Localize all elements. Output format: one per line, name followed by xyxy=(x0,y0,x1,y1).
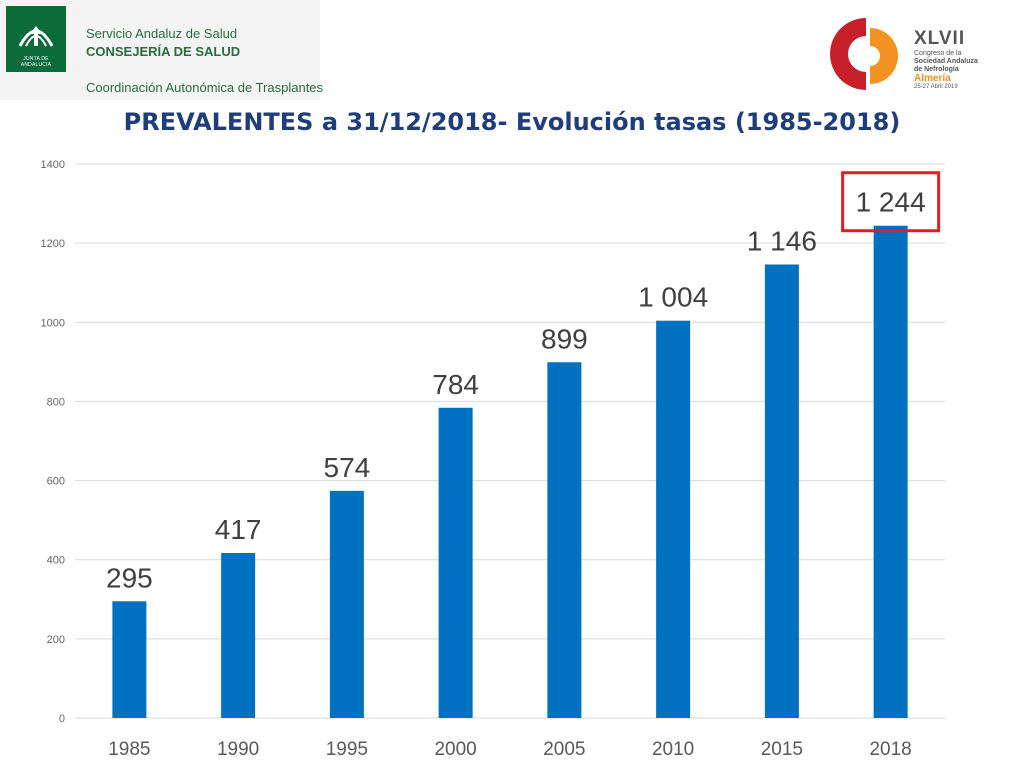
congress-line-3: de Nefrología xyxy=(914,66,959,73)
y-tick-label: 1200 xyxy=(41,238,65,250)
y-tick-label: 0 xyxy=(59,713,65,725)
bar-2005 xyxy=(547,362,582,718)
data-label: 1 004 xyxy=(638,282,708,313)
bar-1995 xyxy=(329,490,364,718)
y-tick-label: 1400 xyxy=(41,159,65,171)
y-tick-label: 600 xyxy=(47,476,65,488)
bar-chart: 0 200 400 600 800 1000 1200 1400 1985 295 1990 417 1… xyxy=(41,159,945,760)
congress-logo: XLVII Congreso de la Sociedad Andaluza d… xyxy=(822,14,1012,94)
bar-1985 xyxy=(112,601,147,718)
x-tick-label: 2005 xyxy=(543,739,585,760)
y-tick-label: 400 xyxy=(47,555,65,567)
data-label: 417 xyxy=(215,514,262,545)
bars xyxy=(112,225,908,718)
gridlines xyxy=(75,163,945,719)
bar-1990 xyxy=(221,552,256,718)
congress-dates: 25-27 Abril 2019 xyxy=(914,84,958,90)
x-tick-label: 2018 xyxy=(869,739,911,760)
congress-emblem-icon xyxy=(830,18,898,90)
data-label: 784 xyxy=(432,369,479,400)
congress-edition: XLVII xyxy=(914,28,966,49)
congress-city: Almería xyxy=(914,73,951,84)
bar-2015 xyxy=(764,264,799,718)
org-name-sas: Servicio Andaluz de Salud xyxy=(86,26,238,41)
x-tick-label: 1995 xyxy=(326,739,368,760)
x-tick-label: 1990 xyxy=(217,739,259,760)
data-label: 1 146 xyxy=(747,226,817,257)
slide-title: PREVALENTES a 31/12/2018- Evolución tasa… xyxy=(123,108,901,136)
junta-andalucia-logo: JUNTA DE ANDALUCIA xyxy=(6,6,66,72)
bar-2018 xyxy=(873,225,908,718)
data-label: 899 xyxy=(541,323,588,354)
y-tick-label: 800 xyxy=(47,396,65,408)
x-tick-label: 2000 xyxy=(434,739,476,760)
header-logo-panel: JUNTA DE ANDALUCIA Servicio Andaluz de S… xyxy=(0,0,324,100)
y-tick-label: 1000 xyxy=(41,317,65,329)
bar-2000 xyxy=(438,407,473,718)
x-tick-label: 2015 xyxy=(761,739,803,760)
data-label: 295 xyxy=(106,562,153,593)
data-label: 574 xyxy=(324,452,371,483)
junta-emblem-icon xyxy=(18,26,54,47)
org-name-consejeria: CONSEJERÍA DE SALUD xyxy=(86,44,241,59)
org-name-coordinacion: Coordinación Autonómica de Trasplantes xyxy=(86,80,324,95)
labels: 0 200 400 600 800 1000 1200 1400 1985 295 1990 417 1… xyxy=(41,159,941,760)
y-tick-label: 200 xyxy=(47,634,65,646)
data-label: 1 244 xyxy=(856,187,926,218)
x-tick-label: 2010 xyxy=(652,739,694,760)
congress-line-1: Congreso de la xyxy=(914,50,962,57)
x-tick-label: 1985 xyxy=(108,739,150,760)
bar-2010 xyxy=(656,320,691,718)
highlight-box xyxy=(841,171,941,233)
junta-caption: JUNTA DE ANDALUCIA xyxy=(20,56,52,68)
congress-line-2: Sociedad Andaluza xyxy=(914,58,978,65)
